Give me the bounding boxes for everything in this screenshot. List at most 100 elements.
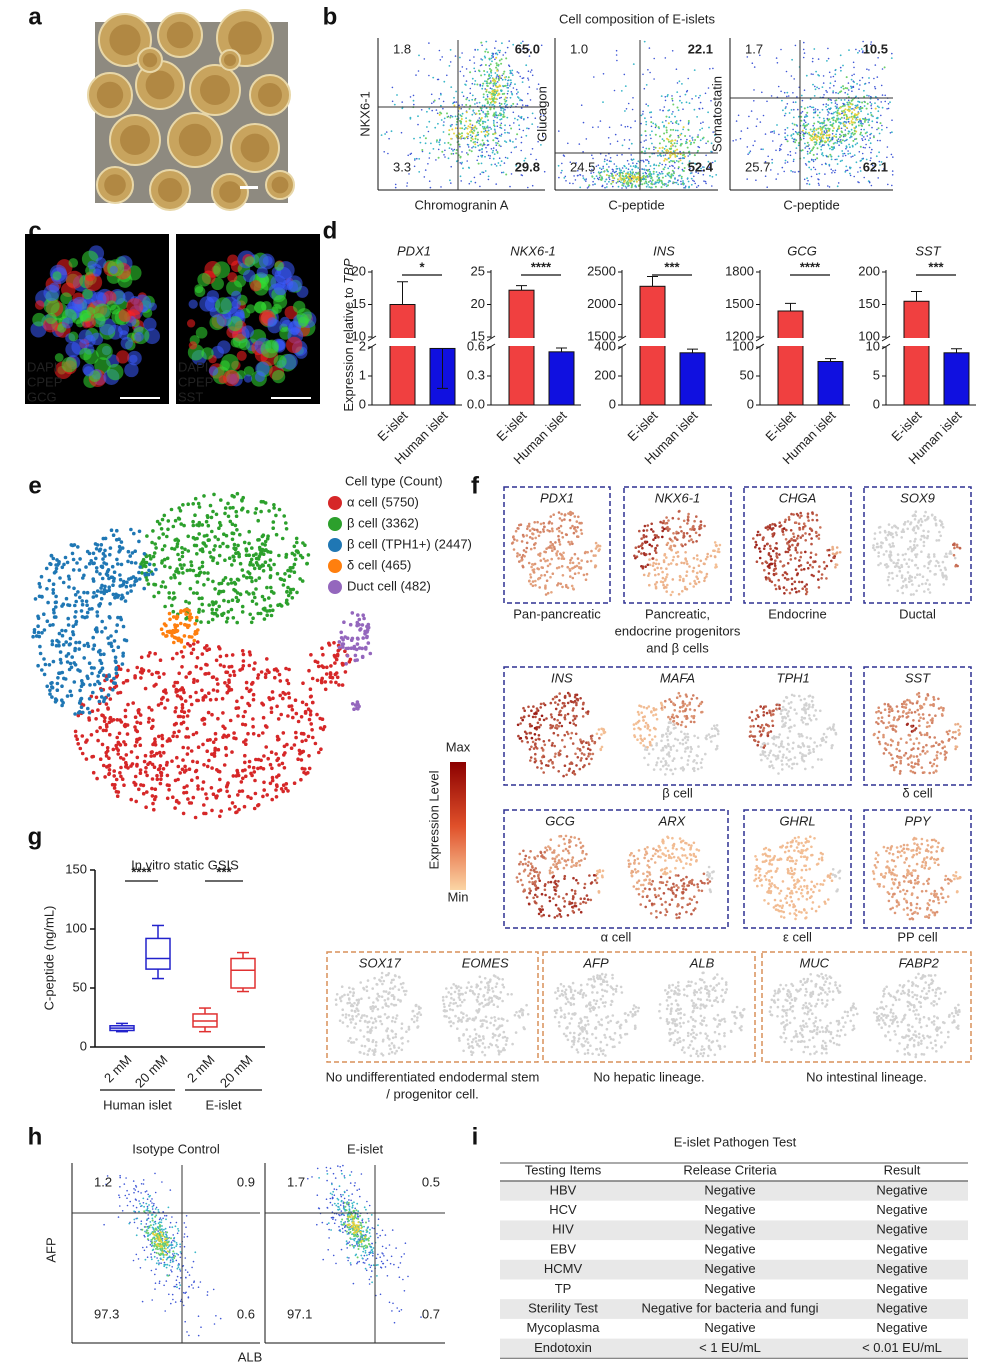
cell-dot [208, 503, 213, 508]
dot [841, 105, 844, 108]
dot [514, 117, 516, 120]
dot [475, 127, 478, 130]
dot [784, 112, 787, 115]
cell-dot [103, 548, 107, 553]
dot [540, 144, 542, 146]
dot [658, 176, 661, 179]
dot [790, 109, 793, 111]
cell-dot [152, 807, 156, 812]
dot [677, 166, 680, 169]
dot [623, 177, 626, 180]
dot [859, 79, 861, 82]
dot [818, 87, 820, 90]
cell-dot [191, 523, 196, 528]
dot [834, 80, 836, 82]
cell-dot [171, 597, 175, 601]
dot [833, 135, 836, 138]
cell-dot [104, 754, 109, 758]
dot [701, 169, 703, 172]
dot [867, 139, 870, 142]
dot [777, 173, 779, 175]
dot [609, 157, 612, 159]
dot [657, 154, 659, 157]
dot [662, 109, 664, 112]
cell [49, 282, 60, 293]
dot [561, 169, 563, 172]
dot [595, 175, 598, 178]
dot [599, 120, 602, 122]
dot [678, 157, 680, 160]
cell-dot [137, 570, 141, 575]
cell-dot [151, 529, 155, 533]
cell-dot [89, 666, 94, 670]
dot [792, 160, 795, 163]
dot [814, 110, 817, 112]
dot [459, 56, 461, 59]
dot [865, 158, 868, 161]
dot [476, 138, 479, 141]
cell-dot [108, 546, 113, 550]
gene-label: INS [653, 243, 675, 258]
dot [498, 51, 501, 54]
dot [858, 50, 861, 52]
cell-dot [138, 670, 143, 674]
cell-dot [102, 587, 107, 592]
cell-dot [105, 749, 110, 753]
cell-dot [207, 671, 211, 676]
dot [477, 131, 479, 134]
cell-dot [215, 677, 219, 681]
cell-dot [221, 541, 225, 546]
dot [629, 178, 632, 181]
dot [527, 92, 529, 95]
cell-dot [146, 654, 151, 658]
cell-dot [116, 615, 120, 620]
cell-dot [292, 570, 297, 574]
dot [632, 97, 634, 99]
dot [851, 90, 853, 92]
cell-dot [223, 506, 228, 510]
dot [857, 124, 860, 127]
cell-dot [319, 747, 323, 751]
dot [669, 156, 672, 159]
dot [787, 95, 790, 97]
dot [732, 140, 734, 142]
dot [697, 167, 700, 170]
feature-dot [537, 577, 541, 580]
dot [824, 162, 827, 165]
cell-dot [187, 601, 191, 605]
dot [632, 165, 635, 168]
dot [486, 151, 488, 153]
cell [68, 331, 79, 342]
dot [506, 46, 509, 49]
dot [632, 162, 634, 164]
dot [618, 167, 621, 170]
dot [462, 137, 465, 140]
dot [428, 180, 431, 182]
dot [847, 89, 850, 91]
cell-dot [51, 556, 56, 561]
dot [454, 115, 457, 118]
dot [806, 153, 809, 155]
dot [588, 184, 591, 187]
cell [267, 317, 278, 327]
cell-dot [174, 690, 178, 694]
cell-dot [180, 546, 184, 550]
cell-dot [206, 571, 210, 575]
panel-label: b [323, 3, 338, 30]
dot [850, 135, 852, 138]
dot [496, 81, 499, 83]
dot [783, 91, 786, 94]
dot [500, 133, 503, 136]
dot [506, 103, 508, 106]
dot [430, 93, 433, 96]
cell-dot [50, 695, 54, 699]
dot [818, 74, 820, 77]
cell [61, 356, 78, 373]
cell-dot [78, 669, 82, 673]
cell-dot [232, 542, 237, 547]
dot [679, 159, 682, 162]
cell-dot [300, 739, 305, 744]
dot [502, 72, 505, 75]
dot [682, 108, 684, 110]
dot [465, 127, 467, 129]
